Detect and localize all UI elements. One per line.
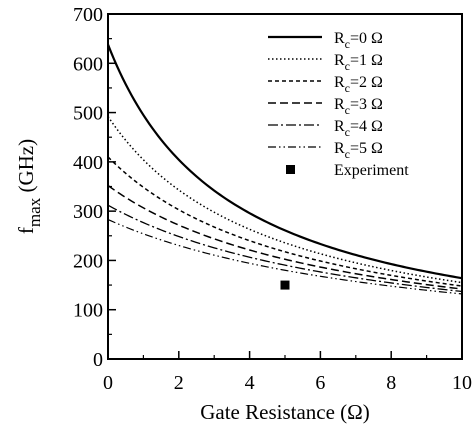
legend-label-rc2: Rc=2 Ω	[334, 74, 383, 95]
legend-label-experiment: Experiment	[334, 162, 409, 179]
x-tick-label: 0	[103, 372, 113, 394]
legend-label-rc0: Rc=0 Ω	[334, 30, 383, 51]
y-axis-title: fmax (GHz)	[14, 139, 44, 234]
x-tick-label: 6	[315, 372, 325, 394]
legend-label-rc3: Rc=3 Ω	[334, 96, 383, 117]
points	[280, 280, 290, 290]
y-tick-label: 400	[73, 152, 103, 174]
series-line-rc0	[106, 44, 463, 280]
y-tick-label: 300	[73, 201, 103, 223]
curves	[106, 44, 463, 295]
series-line-rc1	[107, 116, 463, 284]
y-tick-label: 200	[73, 250, 103, 272]
series-line-rc4	[107, 204, 463, 293]
legend-marker-experiment	[286, 165, 295, 174]
series-line-rc5	[107, 218, 463, 295]
x-tick-label: 10	[452, 372, 472, 394]
x-tick-label: 4	[245, 372, 255, 394]
y-tick-label: 100	[73, 300, 103, 322]
y-tick-label: 600	[73, 53, 103, 75]
y-tick-label: 500	[73, 103, 103, 125]
y-tick-label: 0	[93, 349, 103, 371]
series-line-rc3	[107, 184, 463, 290]
y-tick-label: 700	[73, 4, 103, 26]
plot-frame	[107, 13, 463, 360]
legend-label-rc1: Rc=1 Ω	[334, 52, 383, 73]
experiment-point	[280, 280, 290, 290]
x-tick-label: 8	[386, 372, 396, 394]
x-axis-title: Gate Resistance (Ω)	[200, 400, 370, 424]
legend-label-rc5: Rc=5 Ω	[334, 140, 383, 161]
legend-label-rc4: Rc=4 Ω	[334, 118, 383, 139]
series-line-rc2	[107, 156, 463, 287]
axis-labels: Gate Resistance (Ω) fmax (GHz)	[14, 139, 370, 424]
legend: Rc=0 ΩRc=1 ΩRc=2 ΩRc=3 ΩRc=4 ΩRc=5 ΩExpe…	[268, 30, 409, 179]
x-tick-label: 2	[174, 372, 184, 394]
